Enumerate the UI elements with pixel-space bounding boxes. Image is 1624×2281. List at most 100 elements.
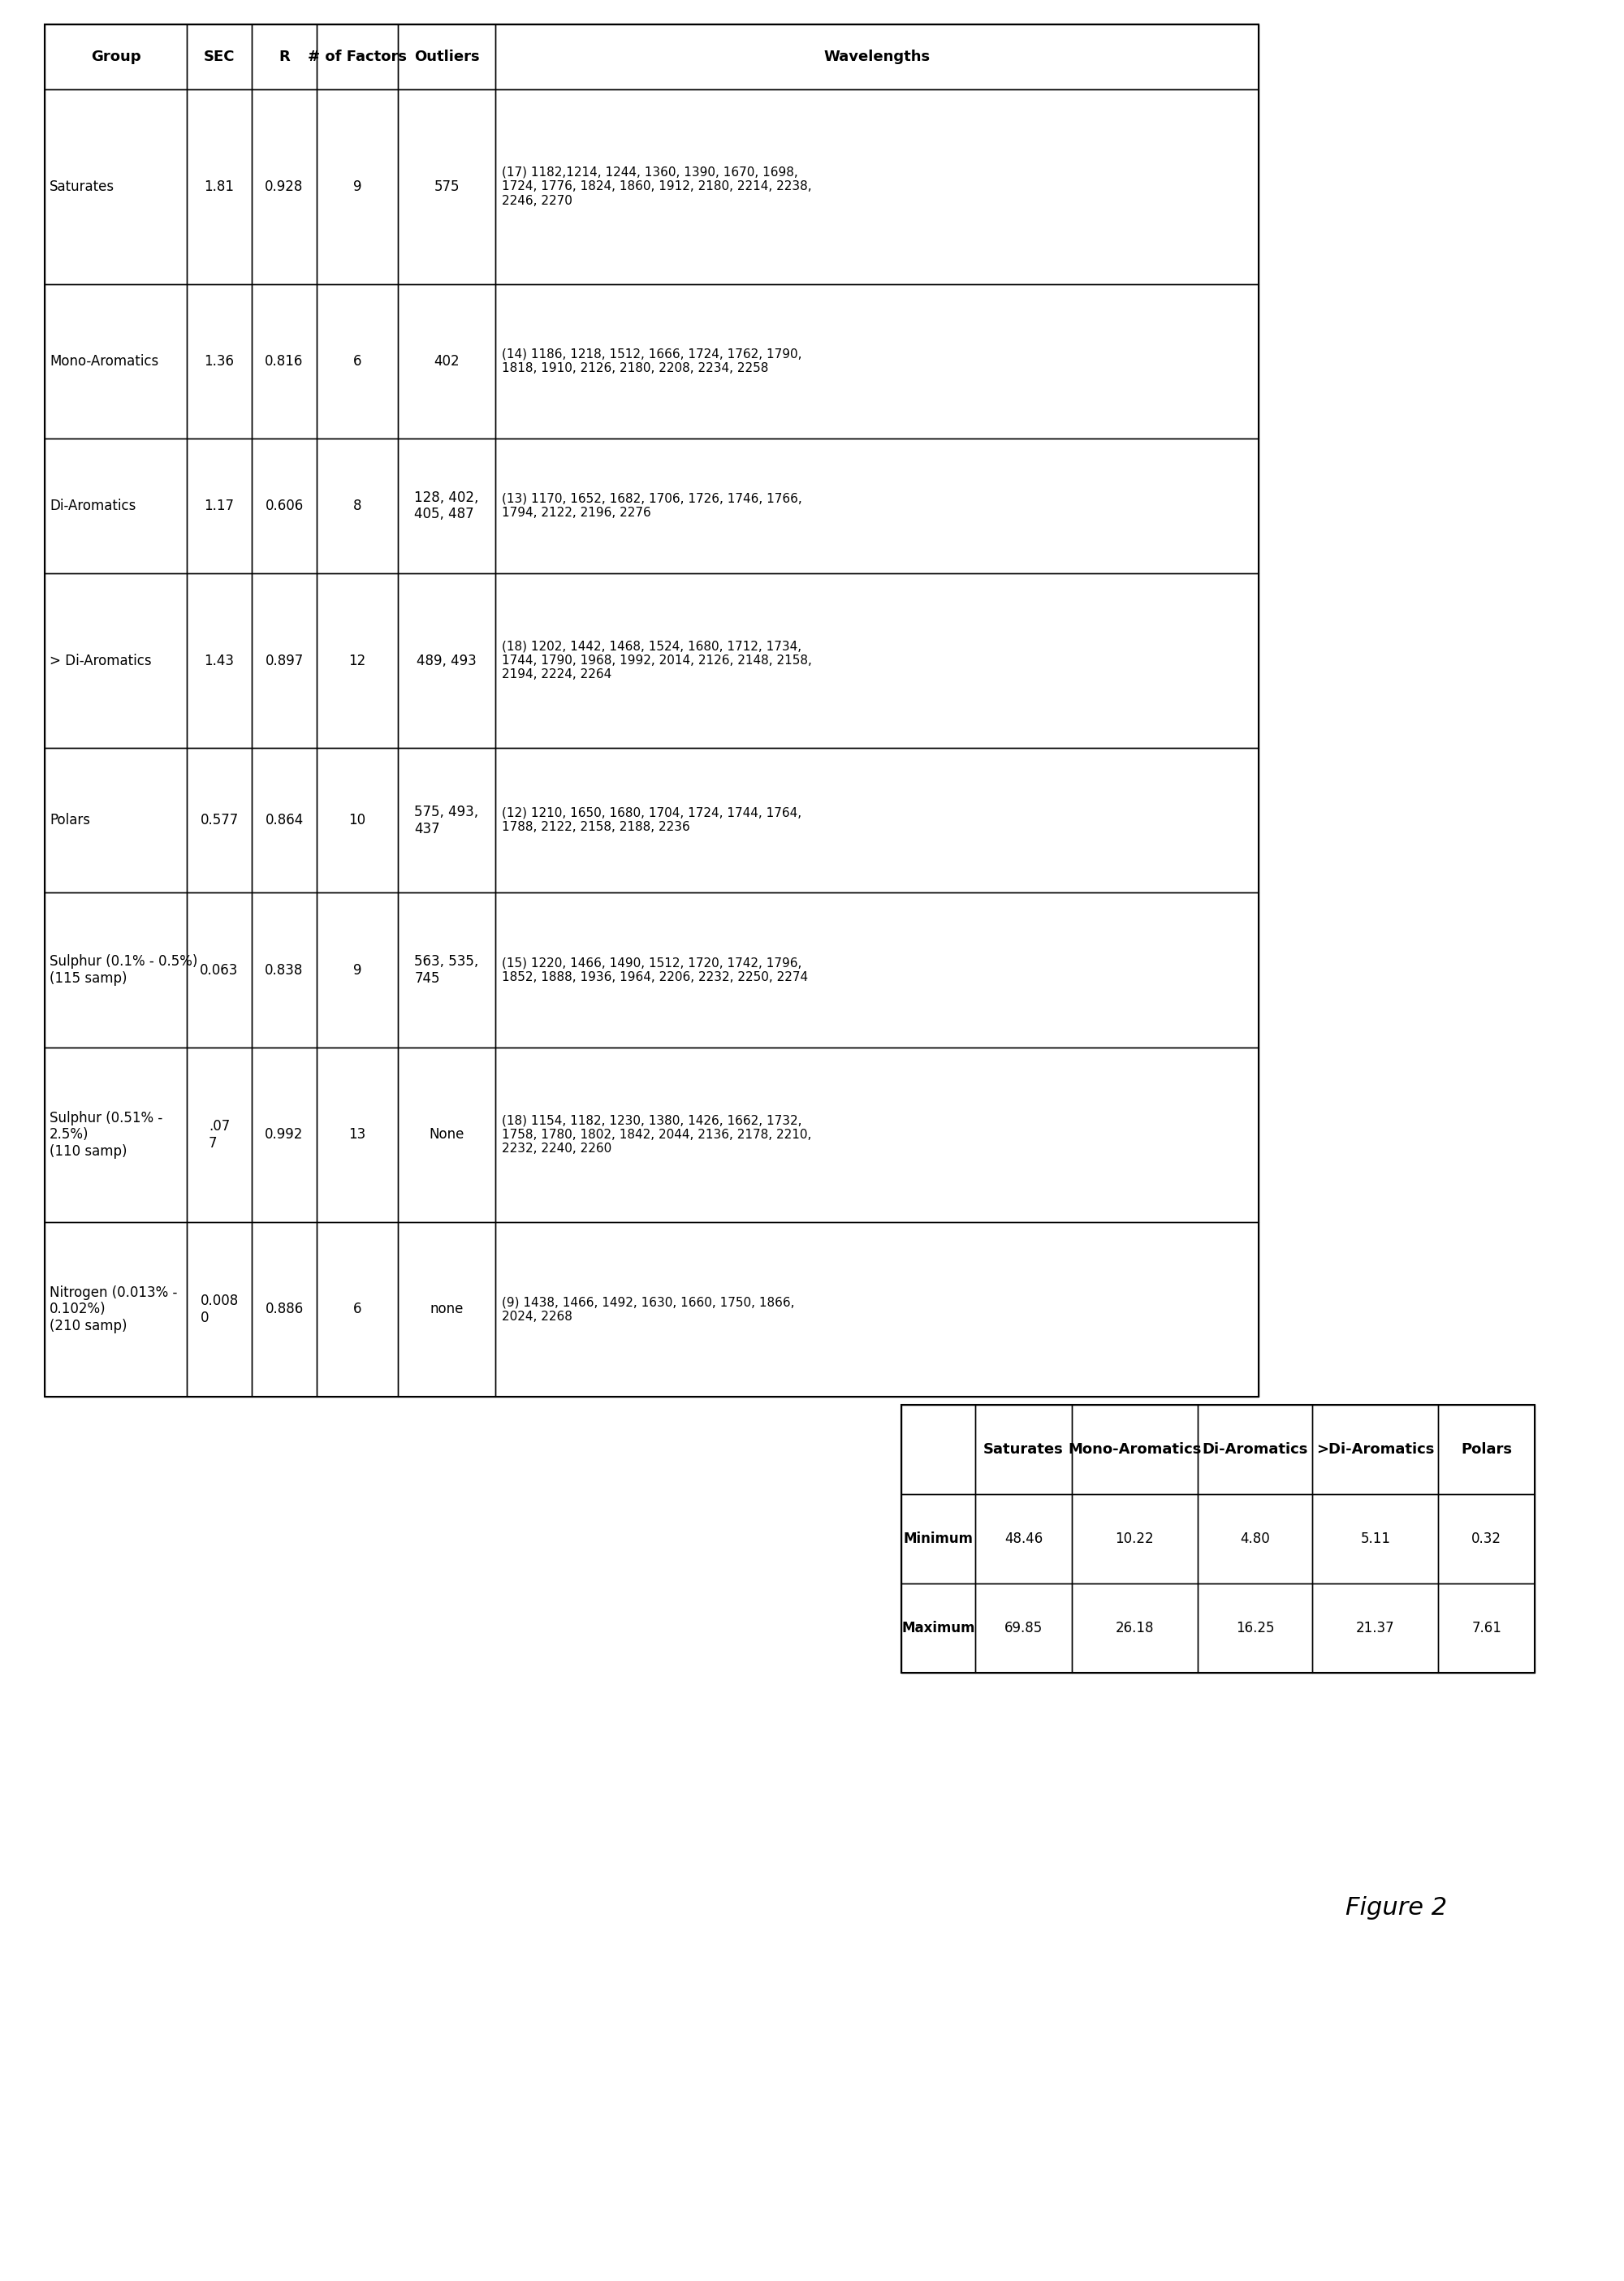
Text: Maximum: Maximum (901, 1622, 974, 1635)
Bar (317, 438, 398, 573)
Text: .07
7: .07 7 (208, 1120, 231, 1150)
Text: >Di-Aromatics: >Di-Aromatics (1317, 1442, 1434, 1458)
Bar (187, 1047, 252, 1223)
Bar (252, 1047, 317, 1223)
Text: 0.577: 0.577 (200, 812, 239, 828)
Text: 26.18: 26.18 (1116, 1622, 1155, 1635)
Text: (15) 1220, 1466, 1490, 1512, 1720, 1742, 1796,
1852, 1888, 1936, 1964, 2206, 223: (15) 1220, 1466, 1490, 1512, 1720, 1742,… (502, 956, 809, 983)
Bar (495, 573, 1259, 748)
Bar (976, 1583, 1072, 1672)
Bar (317, 573, 398, 748)
Text: Nitrogen (0.013% -
0.102%)
(210 samp): Nitrogen (0.013% - 0.102%) (210 samp) (49, 1284, 177, 1334)
Text: Di-Aromatics: Di-Aromatics (1202, 1442, 1307, 1458)
Bar (187, 573, 252, 748)
Text: 489, 493: 489, 493 (417, 652, 476, 668)
Text: 1.81: 1.81 (205, 180, 234, 194)
Bar (187, 438, 252, 573)
Bar (1439, 1494, 1535, 1583)
Bar (252, 748, 317, 892)
Bar (1312, 1494, 1439, 1583)
Text: (9) 1438, 1466, 1492, 1630, 1660, 1750, 1866,
2024, 2268: (9) 1438, 1466, 1492, 1630, 1660, 1750, … (502, 1296, 794, 1323)
Bar (252, 89, 317, 283)
Text: Group: Group (91, 50, 141, 64)
Text: 575, 493,
437: 575, 493, 437 (414, 805, 479, 837)
Bar (45, 748, 187, 892)
Bar (317, 892, 398, 1047)
Bar (252, 283, 317, 438)
Bar (901, 1405, 976, 1494)
Text: Figure 2: Figure 2 (1346, 1896, 1447, 1921)
Text: 0.886: 0.886 (265, 1302, 304, 1316)
Text: > Di-Aromatics: > Di-Aromatics (49, 652, 151, 668)
Text: 9: 9 (352, 963, 362, 976)
Text: Outliers: Outliers (414, 50, 479, 64)
Text: Saturates: Saturates (984, 1442, 1064, 1458)
Text: 0.606: 0.606 (265, 500, 304, 513)
Text: (14) 1186, 1218, 1512, 1666, 1724, 1762, 1790,
1818, 1910, 2126, 2180, 2208, 223: (14) 1186, 1218, 1512, 1666, 1724, 1762,… (502, 349, 802, 374)
Text: Polars: Polars (1462, 1442, 1512, 1458)
Bar (252, 1223, 317, 1396)
Text: # of Factors: # of Factors (309, 50, 406, 64)
Bar (1439, 1405, 1535, 1494)
Bar (398, 573, 495, 748)
Text: 4.80: 4.80 (1241, 1531, 1270, 1547)
Bar (1072, 1494, 1197, 1583)
Text: R: R (279, 50, 289, 64)
Text: SEC: SEC (203, 50, 235, 64)
Bar (495, 89, 1259, 283)
Text: 6: 6 (352, 1302, 362, 1316)
Bar (187, 748, 252, 892)
Bar (45, 892, 187, 1047)
Bar (398, 1047, 495, 1223)
Bar (187, 89, 252, 283)
Bar (252, 25, 317, 89)
Bar (398, 748, 495, 892)
Bar (45, 25, 1259, 1396)
Bar (45, 25, 187, 89)
Bar (187, 25, 252, 89)
Text: 21.37: 21.37 (1356, 1622, 1395, 1635)
Text: 10.22: 10.22 (1116, 1531, 1155, 1547)
Bar (252, 573, 317, 748)
Text: (13) 1170, 1652, 1682, 1706, 1726, 1746, 1766,
1794, 2122, 2196, 2276: (13) 1170, 1652, 1682, 1706, 1726, 1746,… (502, 493, 802, 520)
Text: 575: 575 (434, 180, 460, 194)
Bar (1197, 1583, 1312, 1672)
Text: 1.17: 1.17 (205, 500, 234, 513)
Bar (495, 438, 1259, 573)
Bar (976, 1405, 1072, 1494)
Bar (1197, 1405, 1312, 1494)
Text: 13: 13 (349, 1127, 365, 1143)
Text: 69.85: 69.85 (1004, 1622, 1043, 1635)
Bar (187, 283, 252, 438)
Bar (398, 25, 495, 89)
Bar (317, 748, 398, 892)
Text: None: None (429, 1127, 464, 1143)
Bar (317, 25, 398, 89)
Text: 6: 6 (352, 354, 362, 370)
Text: 0.063: 0.063 (200, 963, 239, 976)
Text: 0.32: 0.32 (1471, 1531, 1502, 1547)
Bar (1197, 1494, 1312, 1583)
Bar (187, 1223, 252, 1396)
Bar (45, 438, 187, 573)
Bar (1072, 1583, 1197, 1672)
Text: 0.864: 0.864 (265, 812, 304, 828)
Text: 0.897: 0.897 (265, 652, 304, 668)
Bar (398, 892, 495, 1047)
Text: 16.25: 16.25 (1236, 1622, 1275, 1635)
Bar (495, 892, 1259, 1047)
Bar (317, 89, 398, 283)
Text: 0.008
0: 0.008 0 (200, 1293, 239, 1325)
Bar (901, 1405, 1535, 1672)
Bar (398, 1223, 495, 1396)
Text: 48.46: 48.46 (1004, 1531, 1043, 1547)
Bar (252, 892, 317, 1047)
Bar (187, 892, 252, 1047)
Text: 9: 9 (352, 180, 362, 194)
Text: Di-Aromatics: Di-Aromatics (49, 500, 136, 513)
Bar (45, 1047, 187, 1223)
Text: (18) 1154, 1182, 1230, 1380, 1426, 1662, 1732,
1758, 1780, 1802, 1842, 2044, 213: (18) 1154, 1182, 1230, 1380, 1426, 1662,… (502, 1115, 812, 1154)
Text: 0.992: 0.992 (265, 1127, 304, 1143)
Text: 1.36: 1.36 (205, 354, 234, 370)
Bar (317, 283, 398, 438)
